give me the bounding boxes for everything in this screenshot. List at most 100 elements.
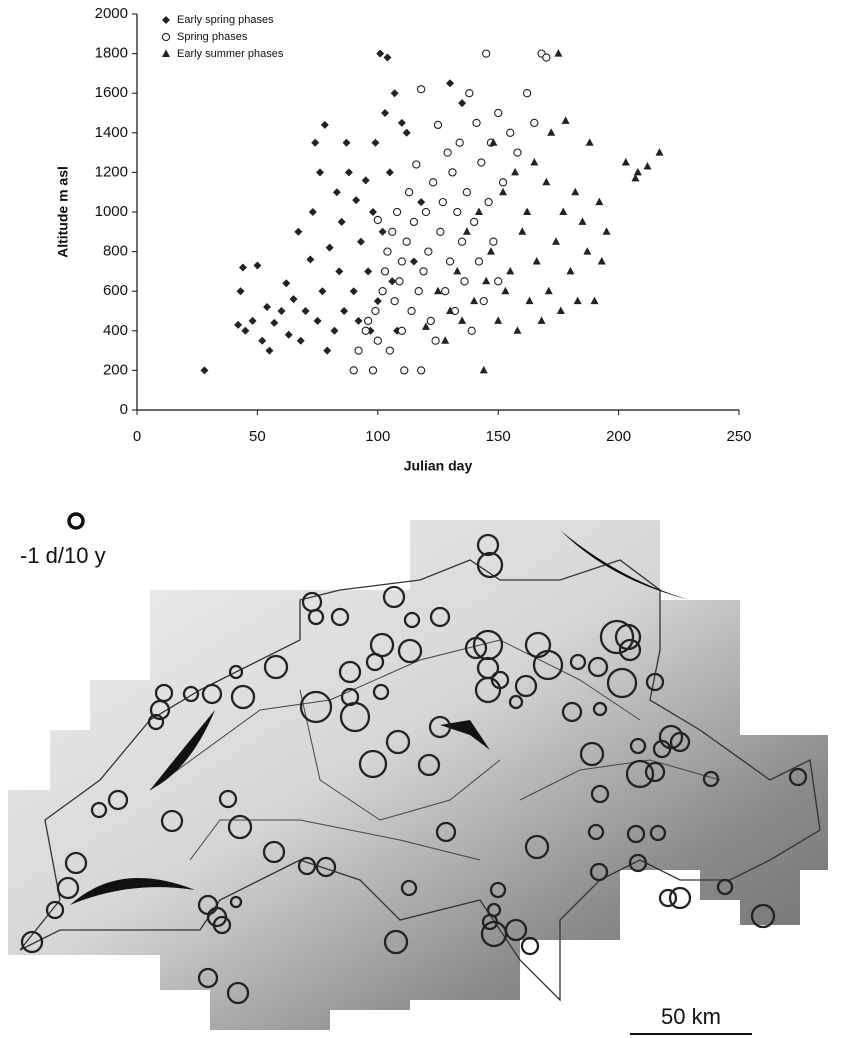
point xyxy=(309,208,317,216)
point xyxy=(507,129,514,136)
point xyxy=(417,198,425,206)
point xyxy=(562,116,570,124)
point xyxy=(475,258,482,265)
point xyxy=(442,288,449,295)
x-tick-label: 100 xyxy=(365,428,390,445)
y-tick-label: 400 xyxy=(103,322,128,339)
point xyxy=(403,129,411,137)
point xyxy=(434,121,441,128)
trend-circle xyxy=(670,888,690,908)
point xyxy=(290,295,298,303)
point xyxy=(403,238,410,245)
point xyxy=(595,198,603,206)
point xyxy=(249,317,257,325)
point xyxy=(480,298,487,305)
point xyxy=(554,49,562,57)
point xyxy=(418,367,425,374)
point xyxy=(263,303,271,311)
figure: Altitude m asl Julian day -1 d/10 y 50 k… xyxy=(0,0,844,1038)
legend-marker xyxy=(162,16,170,24)
y-tick-label: 800 xyxy=(103,243,128,260)
point xyxy=(410,218,417,225)
y-tick-label: 1400 xyxy=(95,124,128,141)
point xyxy=(379,228,387,236)
point xyxy=(487,247,495,255)
map: -1 d/10 y 50 km xyxy=(8,514,828,1034)
point xyxy=(383,54,391,62)
point xyxy=(415,288,422,295)
point xyxy=(253,261,261,269)
y-tick-label: 0 xyxy=(120,401,128,418)
point xyxy=(374,297,382,305)
point xyxy=(342,139,350,147)
point xyxy=(485,199,492,206)
y-tick-label: 2000 xyxy=(95,5,128,22)
point xyxy=(374,337,381,344)
x-tick-label: 150 xyxy=(486,428,511,445)
point xyxy=(470,297,478,305)
point xyxy=(552,237,560,245)
point xyxy=(456,139,463,146)
point xyxy=(345,168,353,176)
point xyxy=(282,279,290,287)
y-tick-label: 200 xyxy=(103,361,128,378)
point xyxy=(446,258,453,265)
point xyxy=(634,168,642,176)
point xyxy=(458,238,465,245)
point xyxy=(506,267,514,275)
point xyxy=(381,109,389,117)
point xyxy=(432,337,439,344)
point xyxy=(285,331,293,339)
point xyxy=(446,79,454,87)
point xyxy=(518,227,526,235)
point xyxy=(441,336,449,344)
trend-circle xyxy=(660,890,676,906)
scale-label: 50 km xyxy=(661,1004,721,1029)
point xyxy=(533,257,541,265)
point xyxy=(482,277,490,285)
point xyxy=(425,248,432,255)
x-tick-label: 200 xyxy=(606,428,631,445)
point xyxy=(449,169,456,176)
point xyxy=(499,188,507,196)
point xyxy=(439,199,446,206)
point xyxy=(523,208,531,216)
legend-label: Early summer phases xyxy=(177,48,284,60)
y-tick-label: 600 xyxy=(103,282,128,299)
point xyxy=(458,99,466,107)
point xyxy=(372,307,379,314)
point xyxy=(530,158,538,166)
point xyxy=(410,258,418,266)
point xyxy=(371,139,379,147)
point xyxy=(559,208,567,216)
point xyxy=(583,247,591,255)
point xyxy=(294,228,302,236)
point xyxy=(398,327,405,334)
point xyxy=(365,317,372,324)
legend-label: Spring phases xyxy=(177,31,248,43)
point xyxy=(473,119,480,126)
x-tick-label: 50 xyxy=(249,428,266,445)
point xyxy=(538,316,546,324)
point xyxy=(566,267,574,275)
point xyxy=(311,139,319,147)
y-tick-label: 1200 xyxy=(95,163,128,180)
size-legend-label: -1 d/10 y xyxy=(20,543,106,568)
point xyxy=(408,307,415,314)
point xyxy=(501,287,509,295)
point xyxy=(461,278,468,285)
point xyxy=(374,216,381,223)
point xyxy=(314,317,322,325)
point xyxy=(391,298,398,305)
point xyxy=(494,316,502,324)
point xyxy=(318,287,326,295)
point xyxy=(200,366,208,374)
point xyxy=(543,54,550,61)
point xyxy=(622,158,630,166)
point xyxy=(406,189,413,196)
point xyxy=(526,297,534,305)
point xyxy=(483,50,490,57)
point xyxy=(427,317,434,324)
point xyxy=(571,188,579,196)
point xyxy=(422,208,429,215)
